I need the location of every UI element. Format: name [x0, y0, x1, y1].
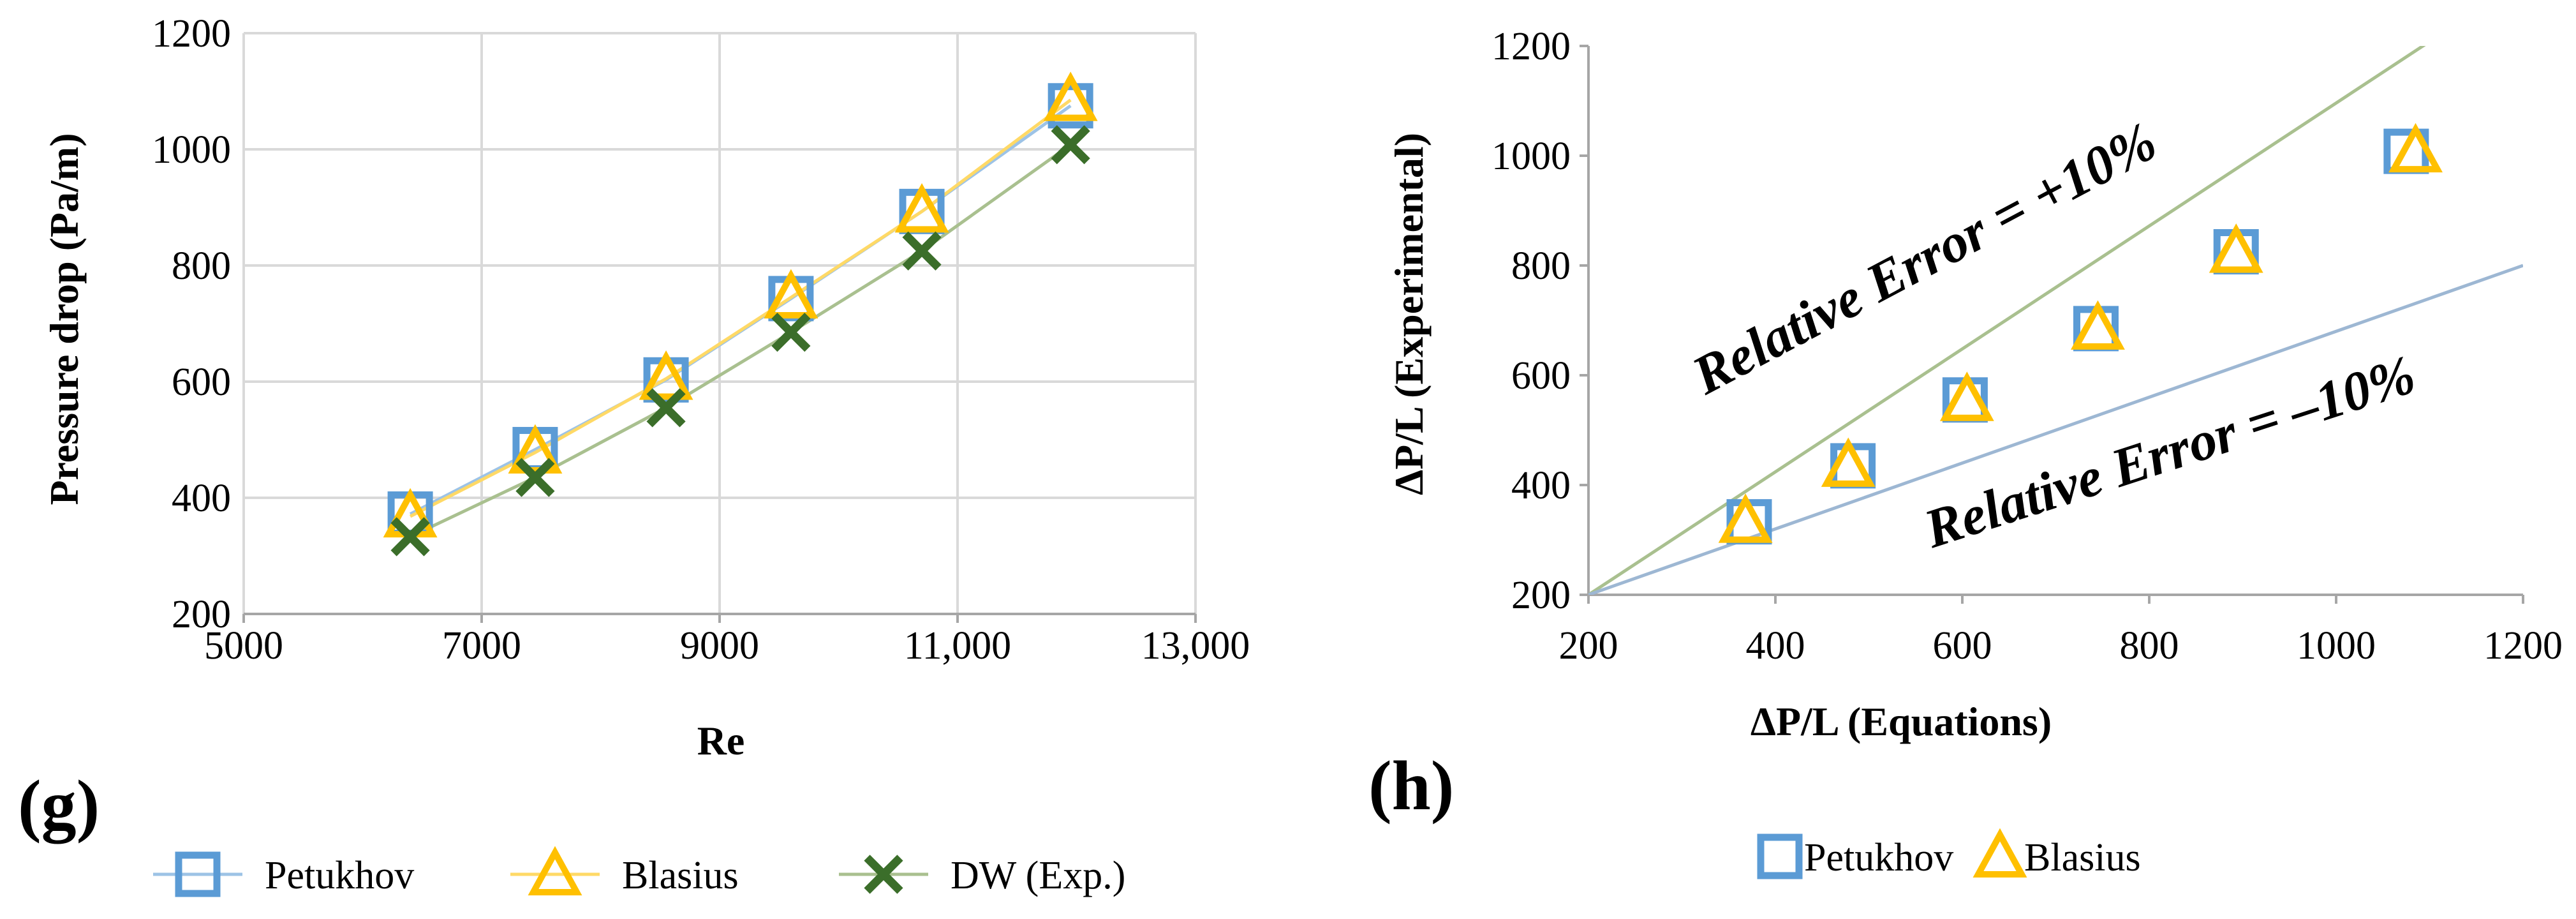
chart-h-ytick-label: 800 [1511, 244, 1571, 288]
legend-marker [864, 855, 903, 894]
chart-h-point-triangle [2388, 123, 2443, 173]
chart-h-ylabel: ΔP/L (Experimental) [1386, 133, 1432, 495]
chart-g-point-x [390, 517, 430, 557]
chart-g-point-x [902, 231, 942, 271]
legend-label: Petukhov [265, 854, 414, 897]
chart-g-line-x [410, 143, 1072, 539]
chart-g-xtick-label: 7000 [442, 624, 521, 668]
chart-h: 200 400 600 800 1000 1200 200 400 600 800 1000 1200… [1368, 25, 2563, 879]
chart-h-xtick-label: 1200 [2483, 624, 2563, 668]
chart-h-refline-minus10 [1588, 264, 2523, 595]
legend-label: Blasius [2024, 836, 2141, 879]
chart-h-ytick-label: 200 [1511, 574, 1571, 617]
legend-label: DW (Exp.) [951, 854, 1125, 897]
chart-h-markers [1718, 123, 2443, 545]
chart-g-point-triangle [383, 488, 438, 538]
chart-g-ytick-label: 600 [172, 361, 231, 404]
legend-marker [1973, 828, 2027, 878]
legend-marker [1757, 833, 1803, 879]
chart-g-point-triangle [508, 424, 563, 474]
chart-h-xtick-label: 800 [2120, 624, 2179, 668]
chart-g-line-square [409, 104, 1072, 516]
chart-h-xtick-label: 400 [1746, 624, 1805, 668]
chart-h-xtick-label: 600 [1933, 624, 1992, 668]
chart-g-point-triangle [894, 183, 949, 233]
chart-h-ytick-label: 600 [1511, 354, 1571, 398]
chart-h-tick-labels: 200 400 600 800 1000 1200 200 400 600 800 1000 1200 [1492, 25, 2563, 668]
chart-g-line-triangle [409, 98, 1072, 518]
chart-g-ytick-label: 400 [172, 477, 231, 520]
chart-h-point-triangle [1821, 437, 1876, 487]
legend-marker [175, 851, 221, 897]
chart-h-xlabel: ΔP/L (Equations) [1751, 699, 2052, 744]
chart-h-ytick-label: 400 [1511, 464, 1571, 507]
chart-g-legend: Petukhov Blasius DW (Exp.) [153, 846, 1125, 897]
chart-h-point-triangle [2070, 300, 2125, 350]
legend-label: Blasius [622, 854, 739, 897]
chart-h-point-triangle [2209, 223, 2263, 273]
chart-h-legend: Petukhov Blasius [1757, 828, 2141, 879]
chart-g-markers [383, 71, 1098, 557]
chart-g-ytick-label: 800 [172, 244, 231, 288]
chart-g-point-x [515, 458, 555, 497]
chart-g-xtick-label: 5000 [204, 624, 283, 668]
chart-g-point-x [1051, 125, 1090, 165]
chart-g-ylabel: Pressure drop (Pa/m) [41, 133, 87, 505]
legend-label: Petukhov [1804, 836, 1953, 879]
chart-g-panel-label: (g) [18, 766, 100, 844]
chart-g-point-triangle [639, 350, 693, 400]
chart-g-xlabel: Re [697, 718, 745, 763]
chart-h-xtick-label: 200 [1559, 624, 1618, 668]
chart-g-ytick-label: 1200 [152, 12, 231, 56]
chart-g-ytick-label: 200 [172, 593, 231, 636]
chart-g-axes [242, 613, 1197, 623]
chart-g-ytick-label: 1000 [152, 128, 231, 172]
legend-marker [528, 846, 582, 895]
chart-h-point-triangle [1718, 493, 1773, 543]
chart-g-xtick-label: 13,000 [1141, 624, 1250, 668]
chart-h-xtick-label: 1000 [2297, 624, 2376, 668]
chart-g-point-x [646, 388, 686, 428]
chart-g-point-triangle [764, 269, 818, 319]
chart-g-point-x [771, 313, 811, 352]
chart-h-annotation-plus10: Relative Error = +10% [1682, 110, 2166, 406]
chart-h-axes [1580, 45, 2524, 604]
chart-g-xtick-label: 11,000 [904, 624, 1011, 668]
chart-h-panel-label: (h) [1368, 747, 1454, 825]
chart-h-ytick-label: 1200 [1492, 25, 1571, 68]
chart-h-ytick-label: 1000 [1492, 135, 1571, 178]
chart-g-series-lines [409, 98, 1072, 539]
chart-g-tick-labels: 5000 7000 9000 11,000 13,000 200 400 600 800 1000… [152, 12, 1250, 668]
chart-h-point-triangle [1939, 371, 1994, 421]
chart-g: 5000 7000 9000 11,000 13,000 200 400 600 800 1000… [18, 12, 1250, 897]
chart-g-xtick-label: 9000 [680, 624, 759, 668]
chart-h-refline-plus10 [1588, 46, 2426, 595]
chart-g-point-triangle [1043, 71, 1098, 121]
chart-g-point-square [1047, 83, 1093, 129]
